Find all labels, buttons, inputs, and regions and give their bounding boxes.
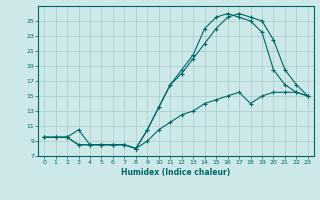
X-axis label: Humidex (Indice chaleur): Humidex (Indice chaleur) [121,168,231,177]
